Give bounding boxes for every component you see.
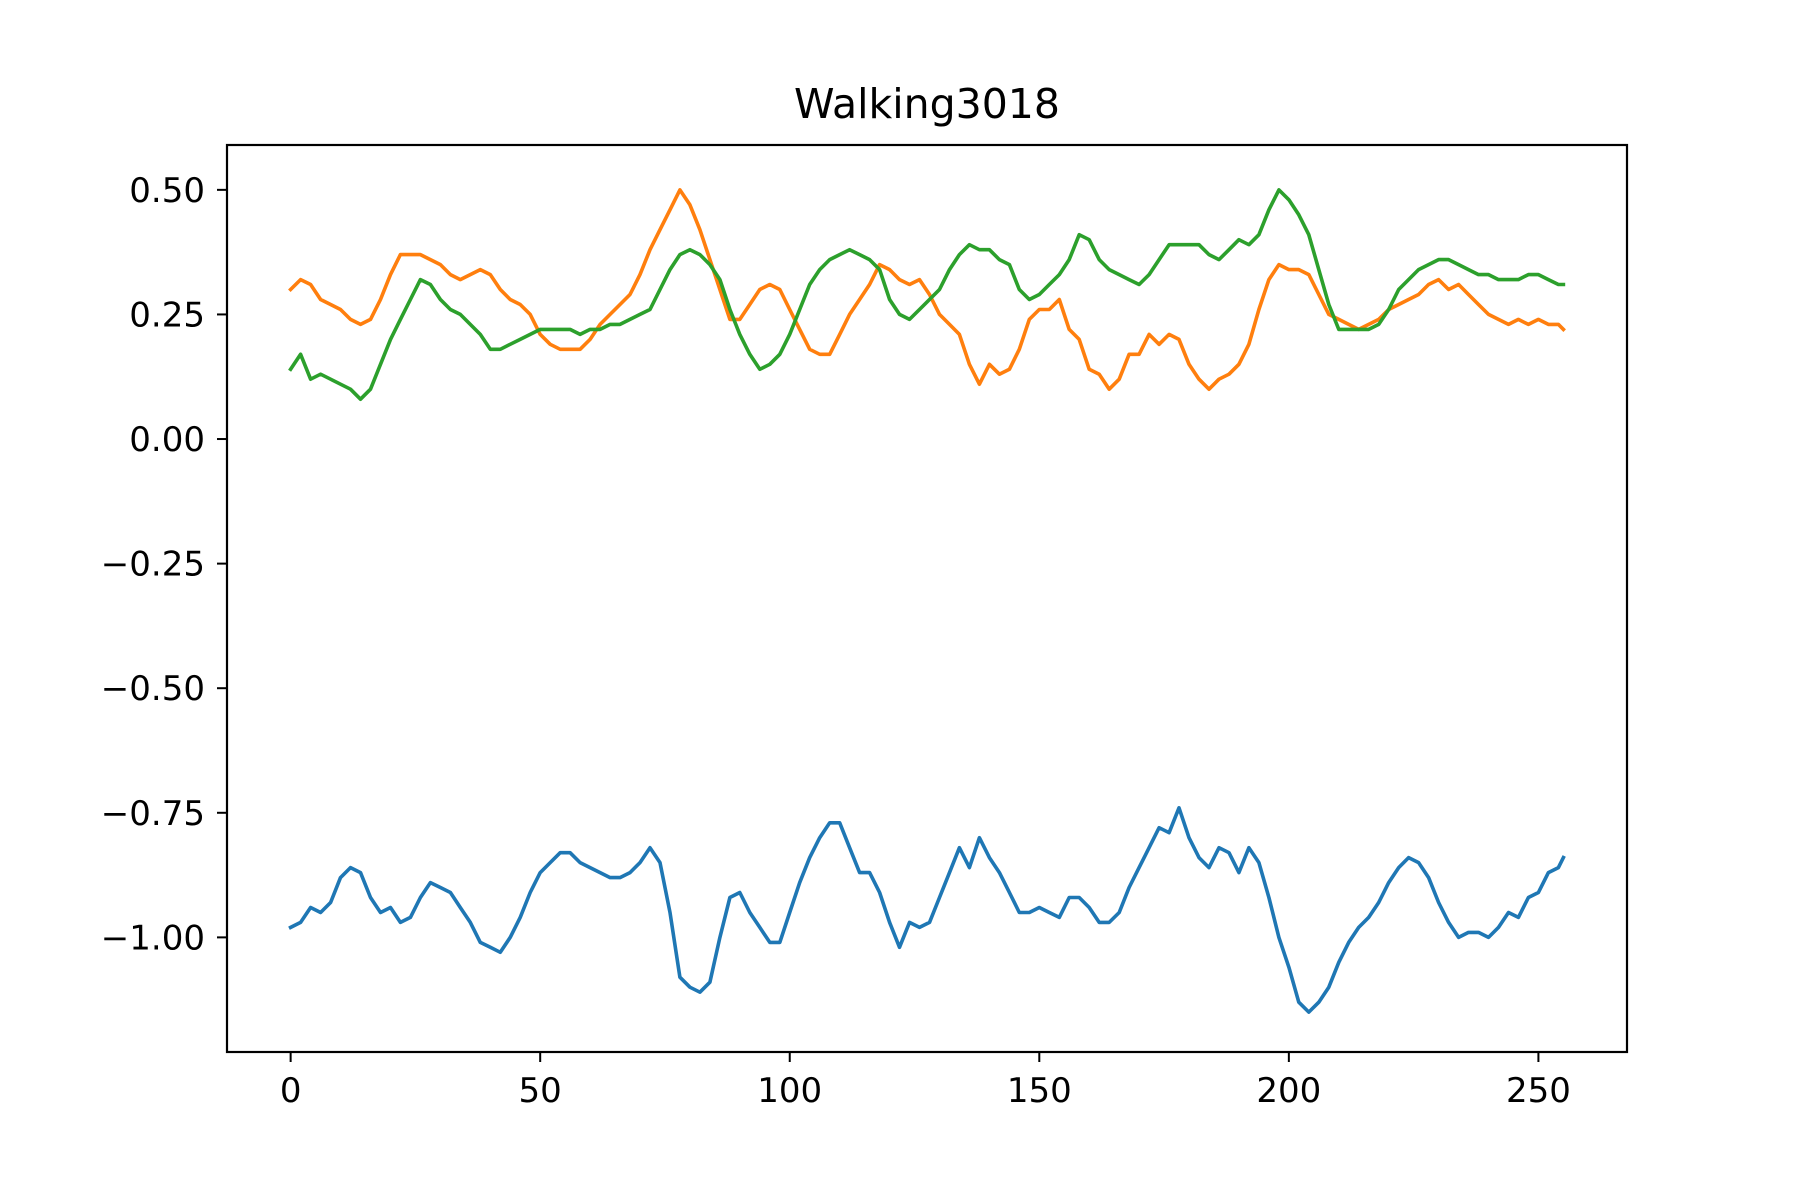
y-axis: −1.00 −0.75 −0.50 −0.25 0.00 0.25 0.50 [101,171,227,958]
y-tick-label: 0.25 [129,295,205,335]
plot-area-frame [225,143,1629,1054]
series-layer [288,188,1566,1014]
x-tick-label: 50 [519,1071,562,1111]
x-tick-label: 100 [757,1071,822,1111]
y-tick-label: 0.00 [129,420,205,460]
y-tick-label: −0.75 [101,794,205,834]
x-tick-label: 150 [1007,1071,1072,1111]
series-line-1 [288,806,1566,1014]
y-tick-label: 0.50 [129,171,205,211]
x-tick-label: 250 [1506,1071,1571,1111]
y-tick-label: −0.50 [101,669,205,709]
chart-title: Walking3018 [794,80,1060,128]
x-tick-label: 0 [280,1071,302,1111]
x-tick-label: 200 [1256,1071,1321,1111]
y-tick-label: −0.25 [101,545,205,585]
series-line-2 [288,188,1566,391]
x-axis: 0 50 100 150 200 250 [280,1052,1571,1111]
y-tick-label: −1.00 [101,918,205,958]
series-line-3 [288,188,1566,401]
